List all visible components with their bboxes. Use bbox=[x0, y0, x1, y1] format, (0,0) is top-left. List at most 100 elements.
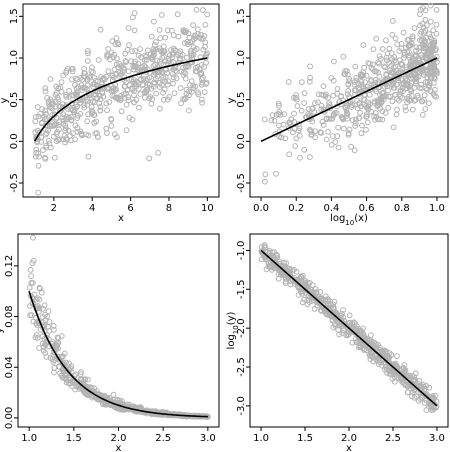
scatter-point bbox=[190, 22, 197, 29]
panel-top-right: 0.0 0.2 0.4 0.6 0.8 1.0 -0.5 0.0 0.5 1.0 1.5 log10(… bbox=[226, 2, 449, 227]
scatter-point bbox=[72, 75, 79, 82]
scatter-point bbox=[285, 272, 292, 279]
scatter-point bbox=[402, 75, 409, 82]
scatter-point bbox=[39, 106, 45, 113]
scatter-point bbox=[45, 308, 52, 315]
scatter-point bbox=[359, 345, 366, 352]
scatter-point bbox=[292, 94, 299, 101]
scatter-point bbox=[84, 48, 91, 54]
scatter-point bbox=[271, 117, 278, 124]
scatter-point bbox=[393, 111, 400, 118]
scatter-point bbox=[320, 83, 327, 89]
scatter-point bbox=[43, 354, 50, 360]
scatter-point bbox=[75, 112, 81, 119]
scatter-point bbox=[392, 91, 398, 98]
scatter-point bbox=[352, 63, 359, 70]
scatter-point bbox=[28, 273, 35, 280]
scatter-point bbox=[79, 76, 86, 83]
scatter-point bbox=[309, 282, 316, 289]
scatter-point bbox=[328, 142, 335, 148]
scatter-point bbox=[357, 103, 364, 110]
scatter-point bbox=[307, 74, 314, 81]
scatter-point bbox=[354, 97, 361, 104]
scatter-point bbox=[124, 87, 131, 93]
scatter-point bbox=[354, 329, 361, 336]
scatter-point bbox=[261, 242, 268, 248]
scatter-point bbox=[119, 63, 125, 69]
scatter-point bbox=[352, 116, 359, 123]
scatter-point bbox=[409, 35, 416, 41]
scatter-point bbox=[318, 130, 325, 136]
scatter-point bbox=[275, 275, 282, 282]
scatter-point bbox=[144, 410, 151, 417]
scatter-point bbox=[58, 79, 65, 85]
y-tick-label: 0.08 bbox=[4, 305, 15, 327]
scatter-point bbox=[314, 302, 321, 309]
scatter-point bbox=[340, 53, 347, 60]
scatter-point bbox=[294, 103, 301, 109]
scatter-point bbox=[63, 93, 70, 100]
scatter-point bbox=[350, 319, 357, 326]
scatter-point bbox=[323, 304, 330, 311]
scatter-point bbox=[45, 127, 51, 134]
scatter-point bbox=[90, 98, 96, 105]
scatter-point bbox=[408, 93, 415, 99]
scatter-point bbox=[299, 291, 306, 297]
scatter-point bbox=[189, 89, 195, 95]
y-tick-label: 1.5 bbox=[9, 8, 20, 24]
scatter-point bbox=[281, 111, 288, 117]
scatter-point bbox=[269, 252, 276, 259]
scatter-point bbox=[404, 99, 411, 106]
scatter-point bbox=[419, 98, 426, 105]
scatter-point bbox=[30, 257, 37, 264]
scatter-point bbox=[137, 46, 144, 52]
scatter-point bbox=[269, 112, 276, 119]
scatter-point bbox=[312, 134, 319, 141]
scatter-point bbox=[43, 142, 50, 149]
scatter-point bbox=[56, 136, 63, 143]
scatter-point bbox=[40, 306, 46, 312]
scatter-point bbox=[113, 35, 120, 42]
scatter-point bbox=[169, 71, 176, 77]
scatter-point bbox=[156, 411, 163, 418]
scatter-point bbox=[50, 323, 57, 329]
scatter-point bbox=[353, 77, 360, 84]
scatter-point bbox=[60, 111, 67, 118]
scatter-point bbox=[382, 110, 389, 116]
scatter-point bbox=[69, 76, 75, 83]
scatter-points bbox=[26, 234, 211, 420]
scatter-point bbox=[42, 107, 48, 114]
scatter-point bbox=[195, 26, 201, 33]
scatter-point bbox=[171, 90, 178, 97]
y-tick-label: -2.0 bbox=[236, 318, 247, 338]
scatter-point bbox=[402, 382, 409, 389]
x-tick-label: 8 bbox=[166, 203, 172, 214]
scatter-point bbox=[189, 38, 196, 44]
scatter-point bbox=[154, 73, 161, 80]
scatter-point bbox=[50, 133, 57, 140]
scatter-point bbox=[329, 311, 336, 318]
scatter-point bbox=[84, 82, 91, 89]
scatter-point bbox=[261, 116, 268, 123]
scatter-point bbox=[311, 306, 318, 312]
scatter-point bbox=[135, 52, 142, 59]
scatter-point bbox=[299, 79, 305, 85]
scatter-point bbox=[404, 389, 411, 396]
scatter-point bbox=[301, 146, 308, 153]
scatter-point bbox=[164, 27, 171, 34]
scatter-point bbox=[173, 75, 180, 82]
scatter-point bbox=[50, 101, 56, 107]
scatter-point bbox=[80, 73, 87, 80]
scatter-point bbox=[199, 76, 205, 83]
scatter-point bbox=[109, 93, 116, 99]
scatter-point bbox=[122, 50, 129, 57]
scatter-point bbox=[170, 45, 177, 52]
panel-bottom-right: 1.0 1.5 2.0 2.5 3.0 -3.0 -2.5 -2.0 -1.5 -1.0 x log1… bbox=[226, 233, 449, 452]
scatter-point bbox=[372, 77, 379, 83]
scatter-point bbox=[59, 353, 66, 360]
scatter-point bbox=[293, 135, 300, 142]
scatter-point bbox=[78, 369, 84, 376]
scatter-point bbox=[188, 78, 195, 84]
scatter-point bbox=[108, 49, 115, 56]
scatter-point bbox=[403, 107, 409, 114]
